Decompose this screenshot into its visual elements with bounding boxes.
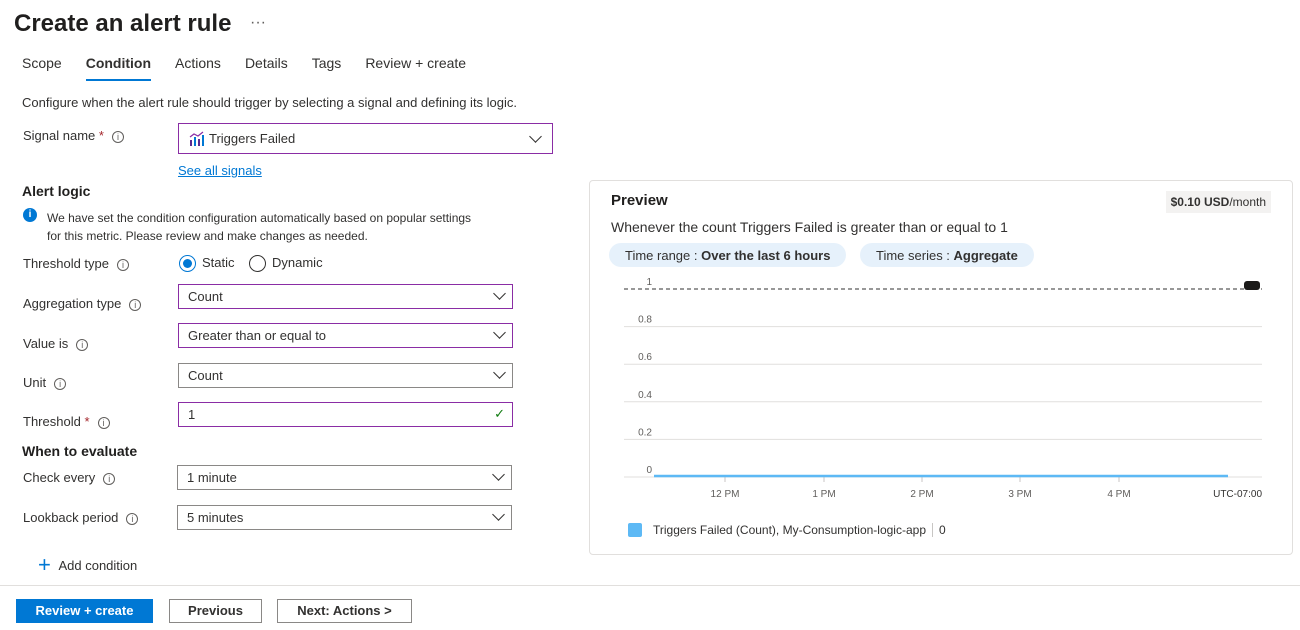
checkmark-icon: ✓ [494, 406, 505, 421]
operator-dropdown[interactable]: Greater than or equal to [178, 323, 513, 348]
unit-label: Unit i [23, 375, 67, 390]
signal-label: Signal name * i [23, 128, 124, 143]
info-icon: i [111, 130, 124, 143]
preview-title: Preview [611, 192, 668, 209]
x-tick-label: 1 PM [812, 489, 835, 500]
time-range-pill: Time range : Over the last 6 hours [609, 243, 847, 267]
x-tick-label: 12 PM [711, 489, 740, 500]
radio-button-selected[interactable] [179, 255, 196, 273]
info-icon: i [103, 472, 116, 485]
x-tick-label: 4 PM [1107, 489, 1130, 500]
chevron-down-icon [493, 287, 506, 300]
tab-condition[interactable]: Condition [85, 55, 152, 81]
threshold-marker [1244, 281, 1260, 290]
threshold-label: Threshold * i [23, 414, 110, 429]
legend-swatch [628, 523, 642, 537]
time-series-pill: Time series : Aggregate [860, 243, 1034, 267]
legend-item[interactable]: Triggers Failed (Count), My-Consumption-… [653, 523, 946, 537]
tab-actions[interactable]: Actions [175, 55, 221, 71]
alert-logic-heading: Alert logic [22, 183, 91, 199]
radio-dynamic[interactable]: Dynamic [249, 255, 323, 273]
add-condition-button[interactable]: + Add condition [38, 552, 138, 577]
info-icon: i [97, 416, 110, 429]
radio-static[interactable]: Static [179, 255, 235, 273]
y-tick-label: 0.4 [638, 390, 652, 401]
y-tick-label: 0 [646, 465, 652, 476]
chevron-down-icon [492, 508, 505, 521]
unit-dropdown[interactable]: Count [178, 363, 513, 388]
info-filled-icon: i [23, 208, 37, 222]
x-tick-label: 2 PM [910, 489, 933, 500]
plus-icon: + [38, 552, 51, 577]
lookback-dropdown[interactable]: 5 minutes [177, 505, 512, 530]
check-every-label: Check every i [23, 470, 116, 485]
preview-summary: Whenever the count Triggers Failed is gr… [611, 219, 1008, 235]
when-to-evaluate-heading: When to evaluate [22, 443, 138, 459]
info-icon: i [126, 512, 139, 525]
lookback-label: Lookback period i [23, 510, 139, 525]
tab-tags[interactable]: Tags [311, 55, 342, 71]
info-icon: i [76, 338, 89, 351]
chevron-down-icon [493, 326, 506, 339]
next-actions-button[interactable]: Next: Actions > [277, 599, 412, 623]
chevron-down-icon [493, 366, 506, 379]
signal-dropdown[interactable]: Triggers Failed [178, 123, 553, 154]
more-icon[interactable]: ··· [250, 14, 266, 31]
tab-bar: Scope Condition Actions Details Tags Rev… [22, 55, 466, 81]
y-tick-label: 0.8 [638, 315, 652, 326]
aggregation-dropdown[interactable]: Count [178, 284, 513, 309]
aggregation-label: Aggregation type i [23, 296, 142, 311]
radio-button[interactable] [249, 255, 266, 273]
tab-review-create[interactable]: Review + create [365, 55, 467, 71]
threshold-type-label: Threshold type i [23, 256, 129, 271]
check-every-dropdown[interactable]: 1 minute [177, 465, 512, 490]
y-tick-label: 0.2 [638, 427, 652, 438]
info-icon: i [129, 298, 142, 311]
cost-badge: $0.10 USD/month [1165, 191, 1271, 213]
tab-scope[interactable]: Scope [22, 55, 62, 71]
tab-details[interactable]: Details [244, 55, 288, 71]
y-tick-label: 1 [646, 277, 652, 288]
review-create-button[interactable]: Review + create [16, 599, 153, 623]
x-tick-label: 3 PM [1008, 489, 1031, 500]
page-title: Create an alert rule [14, 10, 232, 37]
see-all-signals-link[interactable]: See all signals [178, 163, 262, 178]
intro-text: Configure when the alert rule should tri… [22, 95, 518, 110]
previous-button[interactable]: Previous [169, 599, 262, 623]
info-icon: i [54, 377, 67, 390]
operator-label: Value is i [23, 336, 89, 351]
timezone-label: UTC-07:00 [1213, 489, 1262, 500]
preview-chart: 0 0.2 0.4 0.6 0.8 1 12 PM 1 PM 2 PM 3 PM 4 PM UTC-0… [624, 277, 1262, 500]
y-tick-label: 0.6 [638, 352, 652, 363]
info-message: We have set the condition configuration … [47, 211, 472, 243]
metric-icon [189, 131, 204, 146]
footer-bar [0, 585, 1300, 630]
preview-panel: Preview $0.10 USD/month Whenever the cou… [589, 180, 1293, 555]
chevron-down-icon [492, 468, 505, 481]
chevron-down-icon [529, 130, 542, 143]
info-icon: i [117, 258, 129, 271]
threshold-input[interactable]: 1 ✓ [178, 402, 513, 427]
